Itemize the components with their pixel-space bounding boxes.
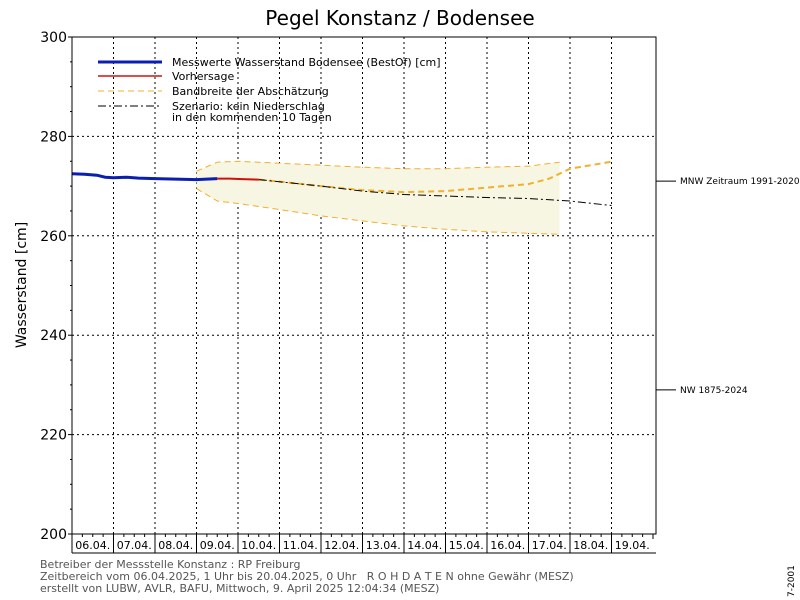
x-tick-label: 07.04. [117, 539, 152, 552]
footer-time-range: Zeitbereich vom 06.04.2025, 1 Uhr bis 20… [40, 570, 574, 583]
x-tick-label: 19.04. [615, 539, 650, 552]
legend-label: Vorhersage [172, 70, 234, 83]
footer-created: erstellt von LUBW, AVLR, BAFU, Mittwoch,… [40, 582, 440, 595]
scenario-line [258, 179, 612, 206]
plot-frame [71, 36, 657, 535]
x-tick-label: 12.04. [324, 539, 359, 552]
footer-operator: Betreiber der Messstelle Konstanz : RP F… [40, 558, 301, 571]
forecast-line [217, 177, 259, 181]
y-tick-label: 240 [40, 328, 67, 344]
plot-area [71, 160, 612, 235]
y-tick-label: 280 [40, 129, 67, 145]
legend-label: Messwerte Wasserstand Bodensee (BestOf) … [172, 56, 441, 69]
x-tick-label: 14.04. [407, 539, 442, 552]
band-lower-line [196, 188, 560, 235]
x-axis-ticks: 06.04. 07.04. 08.04. 09.04. 10.04. 11.04. 12.0… [71, 534, 656, 554]
y-tick-label: 200 [40, 527, 67, 543]
reference-lines: MNW Zeitraum 1991-2020 NW 1875-2024 [656, 177, 800, 396]
grid [72, 37, 656, 534]
band-fill-area [196, 161, 560, 235]
nw-reference-label: NW 1875-2024 [680, 386, 748, 396]
legend-label: Bandbreite der Abschätzung [172, 85, 329, 98]
legend-label: Szenario: kein Niederschlag [172, 100, 325, 113]
legend: Messwerte Wasserstand Bodensee (BestOf) … [98, 56, 441, 124]
chart-title: Pegel Konstanz / Bodensee [265, 6, 534, 30]
y-axis-ticks: 200 220 240 260 280 300 [40, 30, 72, 543]
x-tick-label: 10.04. [241, 539, 276, 552]
x-tick-label: 16.04. [490, 539, 525, 552]
x-tick-label: 08.04. [158, 539, 193, 552]
x-tick-label: 13.04. [366, 539, 401, 552]
y-tick-label: 260 [40, 229, 67, 245]
x-tick-label: 09.04. [200, 539, 235, 552]
x-tick-label: 15.04. [449, 539, 484, 552]
x-tick-label: 11.04. [283, 539, 318, 552]
y-axis-label: Wasserstand [cm] [14, 222, 30, 348]
y-tick-label: 300 [40, 30, 67, 46]
x-tick-label: 18.04. [573, 539, 608, 552]
legend-label-line2: in den kommenden 10 Tagen [172, 111, 332, 124]
mnw-reference-label: MNW Zeitraum 1991-2020 [680, 177, 800, 187]
measured-line [71, 172, 218, 182]
x-tick-label: 06.04. [75, 539, 110, 552]
y-tick-label: 220 [40, 428, 67, 444]
version-code: 7-2001 [787, 565, 797, 597]
x-tick-label: 17.04. [532, 539, 567, 552]
